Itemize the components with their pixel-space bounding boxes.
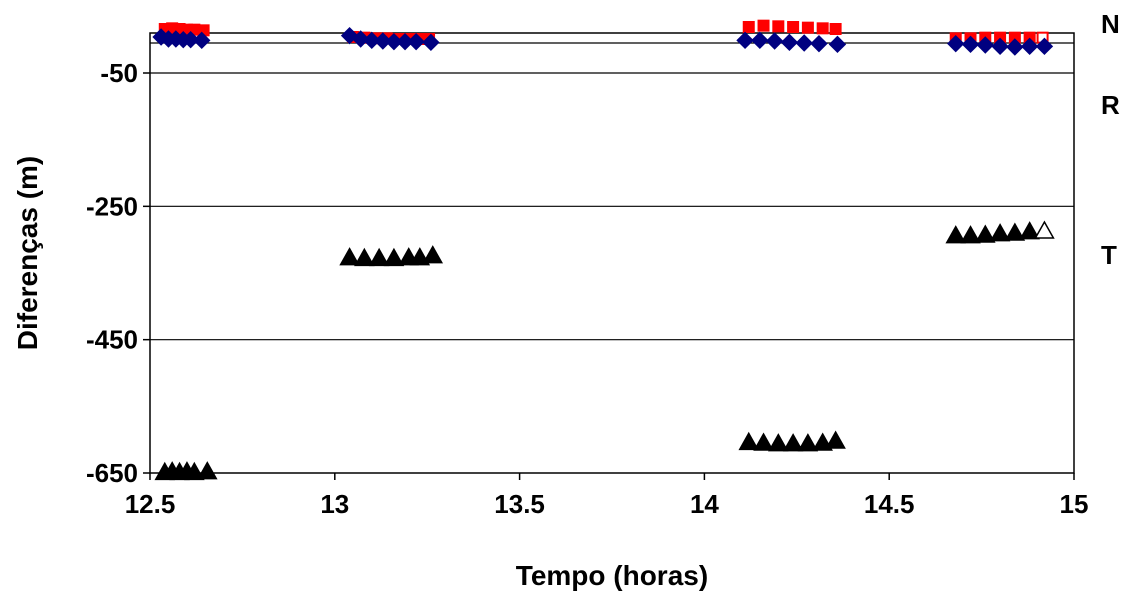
data-point-r [961, 35, 980, 54]
data-point-t [768, 433, 789, 452]
data-point-r [1035, 37, 1054, 56]
y-tick-label: -450 [86, 325, 138, 355]
x-tick-label: 13 [320, 489, 349, 519]
x-tick-label: 14 [690, 489, 719, 519]
data-point-t [339, 247, 360, 266]
data-point-r [407, 32, 425, 51]
y-axis-ticks: -50 -250 -450 -650 [86, 58, 150, 488]
legend: N R T [1101, 9, 1120, 270]
data-point-r [810, 34, 828, 53]
data-point-n [787, 21, 800, 33]
data-point-t [1034, 220, 1055, 239]
data-point-t [825, 430, 846, 449]
legend-label-n: N [1101, 9, 1120, 39]
legend-label-r: R [1101, 90, 1120, 120]
data-point-r [751, 31, 769, 50]
x-axis-title: Tempo (horas) [516, 560, 708, 591]
data-point-r [976, 36, 995, 54]
data-point-r [991, 37, 1009, 56]
x-axis-ticks: 12.5 13 13.5 14 14.5 15 [125, 473, 1089, 519]
data-point-r [795, 34, 813, 52]
y-tick-label: -50 [100, 58, 138, 88]
data-point-n [742, 21, 755, 33]
x-tick-label: 14.5 [864, 489, 915, 519]
data-point-t [1004, 222, 1026, 241]
data-point-t [753, 432, 774, 451]
data-points [152, 19, 1055, 481]
data-point-t [975, 224, 996, 243]
data-point-r [828, 35, 847, 54]
data-point-t [945, 225, 967, 244]
data-point-r [780, 33, 799, 52]
data-point-t [422, 245, 444, 264]
data-point-n [772, 20, 785, 33]
data-point-t [197, 461, 218, 480]
data-point-r [947, 34, 965, 53]
y-tick-label: -250 [86, 191, 138, 221]
data-point-t [368, 247, 390, 267]
data-point-t [383, 247, 405, 267]
plot-area [149, 32, 1075, 474]
data-point-r [193, 31, 211, 50]
gridlines [150, 42, 1074, 341]
data-point-t [184, 461, 205, 481]
data-point-t [354, 247, 375, 267]
x-tick-label: 15 [1060, 489, 1089, 519]
data-point-t [782, 433, 804, 452]
data-point-n [801, 21, 814, 34]
data-point-t [960, 225, 981, 244]
data-point-t [989, 223, 1011, 242]
data-point-n [757, 19, 770, 32]
x-tick-label: 12.5 [125, 489, 176, 519]
legend-label-t: T [1101, 240, 1117, 270]
data-point-r [181, 30, 200, 49]
data-point-r [736, 31, 754, 50]
data-point-r [422, 33, 440, 52]
y-tick-label: -650 [86, 458, 138, 488]
data-point-t [738, 431, 760, 451]
data-point-r [1006, 38, 1024, 56]
data-point-r [1020, 37, 1039, 56]
data-point-r [363, 31, 381, 50]
data-point-n [816, 22, 829, 35]
data-point-t [1019, 221, 1040, 240]
data-point-r [374, 32, 392, 50]
x-tick-label: 13.5 [494, 489, 545, 519]
data-point-t [797, 433, 819, 452]
data-point-n [829, 23, 842, 35]
data-point-r [351, 30, 370, 48]
data-point-r [340, 26, 359, 45]
data-point-r [765, 32, 784, 50]
y-axis-title: Diferenças (m) [12, 156, 43, 351]
